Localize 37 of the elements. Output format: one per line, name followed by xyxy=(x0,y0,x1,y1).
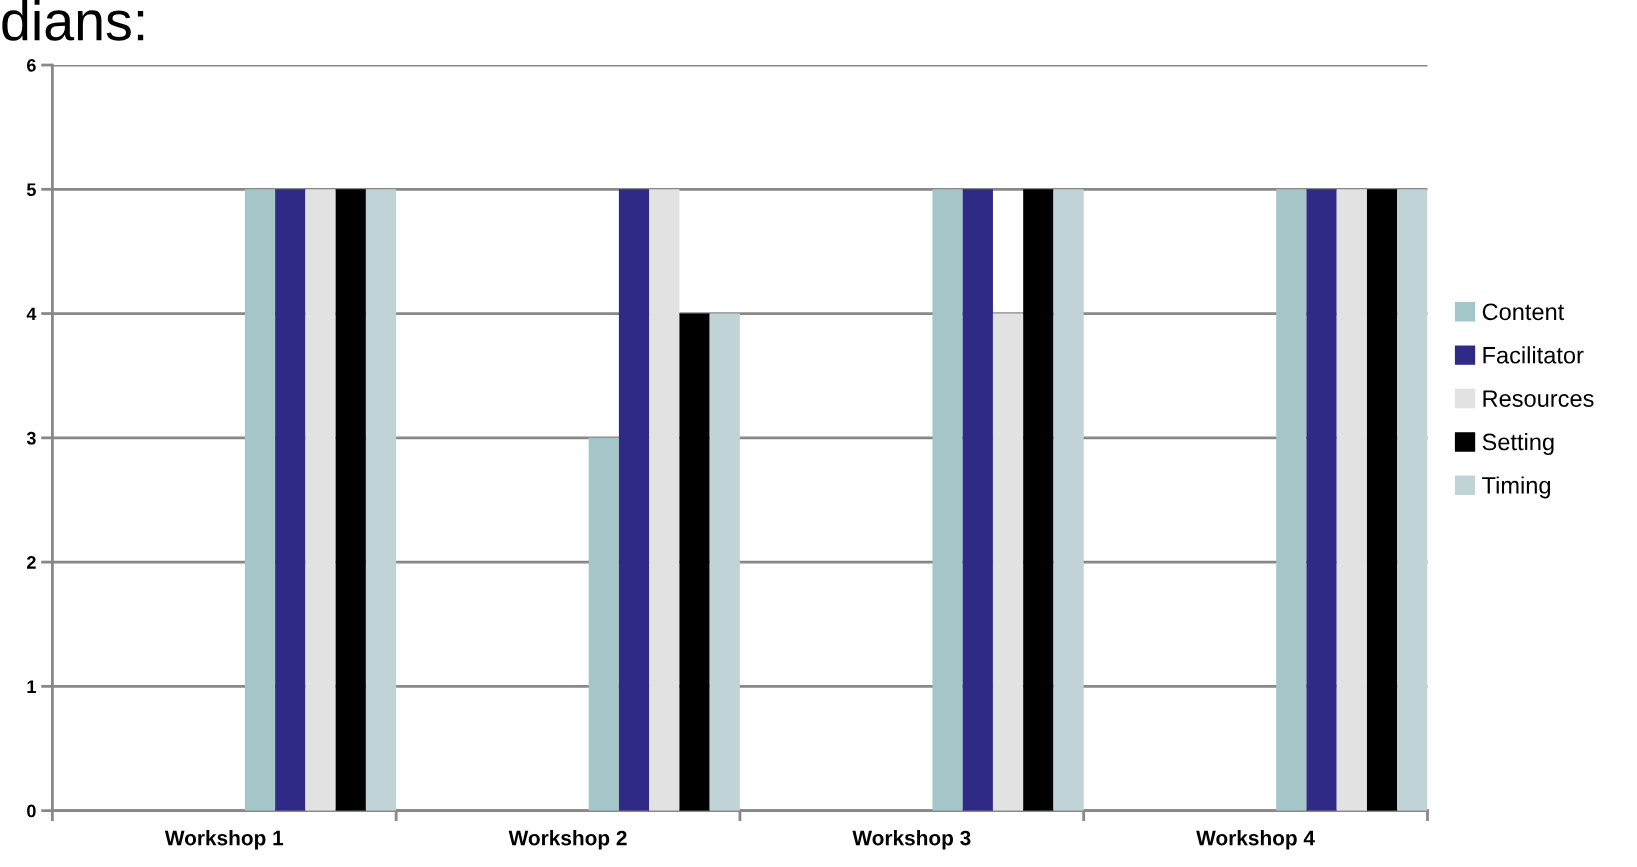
legend-label: Timing xyxy=(1482,476,1550,499)
bar xyxy=(365,189,397,811)
x-tick-label: Workshop 4 xyxy=(1196,830,1315,850)
bar xyxy=(1276,189,1307,811)
bar xyxy=(709,313,740,811)
bar xyxy=(1306,189,1337,811)
x-tick-label: Workshop 1 xyxy=(164,830,284,850)
bar xyxy=(1336,189,1367,811)
bar xyxy=(1023,189,1054,811)
bar xyxy=(244,189,276,811)
bar xyxy=(618,189,650,811)
x-tick-label: Workshop 2 xyxy=(508,830,627,850)
chart-title: dians: xyxy=(2,0,144,41)
bar xyxy=(962,189,993,811)
y-tick-label: 0 xyxy=(27,804,36,818)
bar xyxy=(335,189,366,811)
bar xyxy=(992,313,1024,811)
legend-label: Facilitator xyxy=(1483,346,1584,364)
bar xyxy=(932,189,963,811)
y-tick-label: 2 xyxy=(27,556,36,569)
y-tick-label: 5 xyxy=(26,183,36,197)
bar xyxy=(1366,189,1398,811)
y-tick-label: 6 xyxy=(27,58,36,72)
bar xyxy=(275,189,306,811)
bar xyxy=(649,189,680,811)
bar xyxy=(588,437,619,811)
bar xyxy=(305,189,336,811)
bar xyxy=(1397,189,1428,811)
y-tick-label: 4 xyxy=(26,307,37,321)
y-tick-label: 3 xyxy=(26,431,36,445)
x-tick-label: Workshop 3 xyxy=(852,830,971,850)
bar xyxy=(679,313,710,811)
y-tick-label: 1 xyxy=(27,680,36,693)
legend-label: Resources xyxy=(1483,390,1594,407)
bar xyxy=(1053,189,1084,811)
legend-label: Content xyxy=(1482,303,1565,321)
legend-label: Setting xyxy=(1482,433,1554,456)
